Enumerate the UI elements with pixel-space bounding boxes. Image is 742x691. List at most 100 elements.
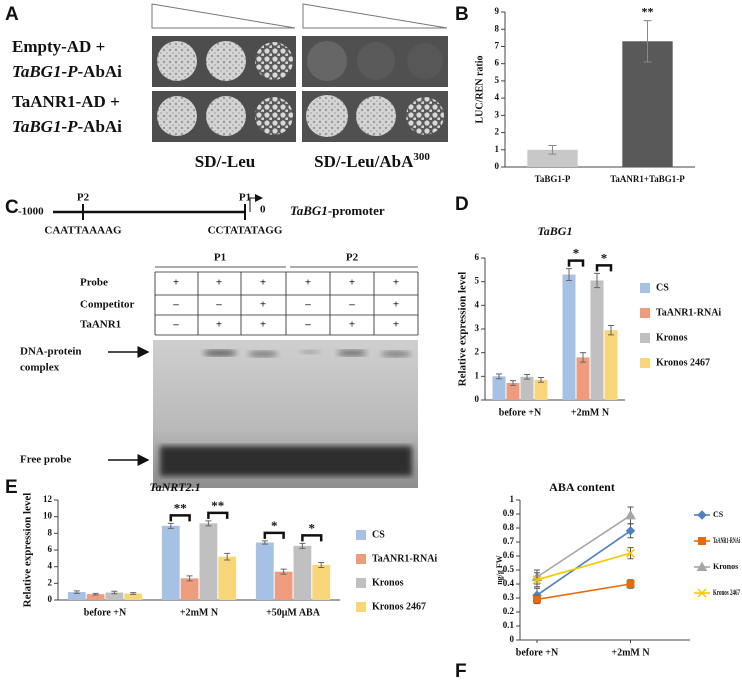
y-tick-label: 10 — [43, 511, 53, 521]
chart-title: TaNRT2.1 — [149, 480, 200, 494]
bar — [562, 274, 576, 400]
site-name: P2 — [77, 192, 90, 204]
tss-label: 0 — [260, 204, 266, 216]
row-label: Competitor — [80, 299, 134, 311]
row-label: TaANR1-AD + — [12, 92, 120, 111]
tss-arrow — [249, 194, 263, 212]
row-label-italic: TaBG1-P — [12, 117, 78, 136]
x-tick-label: +2mM N — [180, 607, 219, 618]
error-bar — [167, 522, 174, 529]
y-tick-label: 0.7 — [503, 536, 515, 546]
marker — [533, 595, 541, 604]
marker — [698, 537, 706, 545]
bar — [255, 542, 274, 600]
y-tick-label: 5 — [475, 276, 480, 286]
y-tick-label: 4 — [475, 299, 480, 309]
error-bar — [92, 592, 99, 596]
y-tick-label: 0 — [48, 594, 53, 604]
error-bar — [496, 373, 502, 380]
site-sequence: CCTATATAGG — [208, 225, 283, 237]
bar — [124, 593, 143, 600]
cell: + — [173, 277, 179, 289]
significance-bracket — [263, 531, 285, 539]
annotation: ** — [174, 500, 187, 515]
y-tick-label: 8 — [495, 23, 500, 33]
site-sequence: CAATTAAAAG — [44, 225, 122, 237]
band-label: Free probe — [20, 454, 71, 466]
bar — [506, 382, 520, 400]
legend-label: Kronos 2467 — [713, 588, 740, 597]
dilution-wedge — [302, 3, 448, 29]
y-tick-label: 4 — [495, 92, 500, 102]
marker — [532, 575, 542, 585]
y-tick-label: 1 — [495, 144, 500, 154]
legend-swatch — [356, 530, 366, 540]
bar — [199, 523, 218, 600]
bar — [161, 525, 180, 600]
y-tick-label: 3 — [495, 109, 500, 119]
cell: + — [393, 299, 399, 311]
error-bar — [299, 542, 306, 549]
cell: + — [393, 319, 399, 331]
y-tick-label: 5 — [495, 75, 500, 85]
x-tick-label: TaBG1-P — [535, 174, 571, 184]
y-tick-label: 0.1 — [503, 620, 515, 630]
y-tick-label: 0.6 — [503, 550, 515, 560]
marker — [697, 588, 707, 598]
legend-label: Kronos 2467 — [372, 601, 426, 612]
promoter-label-italic: TaBG1 — [290, 203, 328, 218]
row-label-italic: TaBG1-P — [12, 62, 78, 81]
row-label: TaBG1-P-AbAi — [12, 62, 122, 81]
error-bar — [224, 552, 231, 561]
y-tick-label: 0.4 — [503, 578, 515, 588]
error-bar — [580, 352, 586, 363]
marker — [626, 580, 635, 588]
x-tick-label: +2mM N — [611, 647, 650, 658]
annotation: ** — [211, 498, 224, 513]
y-tick-label: 2 — [475, 347, 480, 357]
annotation: * — [309, 520, 316, 535]
cell: + — [393, 277, 399, 289]
gel — [153, 340, 418, 488]
legend-swatch — [356, 578, 366, 588]
annotation: * — [601, 250, 608, 265]
y-tick-label: 4 — [48, 561, 53, 571]
legend-label: TaANR1-RNAi — [656, 307, 721, 318]
series-line — [536, 552, 631, 581]
site-name: P1 — [239, 192, 251, 204]
error-bar — [186, 575, 193, 582]
y-tick-label: 2 — [495, 127, 500, 137]
band-label: DNA-protein — [20, 346, 82, 358]
y-tick-label: 0.2 — [503, 606, 515, 616]
panel-label: E — [5, 477, 18, 498]
legend-label: CS — [372, 529, 385, 540]
legend-swatch — [640, 358, 650, 368]
column-label: SD/-Leu/AbA300 — [314, 151, 430, 171]
bar — [492, 376, 506, 400]
dilution-wedge — [151, 3, 296, 29]
error-bar — [538, 377, 544, 383]
y-tick-label: 1 — [475, 370, 480, 380]
promoter-start: -1000 — [18, 206, 44, 218]
column-label-sup: 300 — [413, 151, 430, 163]
y-tick-label: 9 — [495, 6, 500, 16]
annotation: * — [271, 518, 278, 533]
band-label: complex — [20, 362, 60, 374]
series-line — [536, 530, 631, 596]
yeast-plates — [152, 36, 448, 142]
bar — [274, 571, 293, 600]
significance-bracket — [169, 514, 191, 522]
bar — [590, 280, 604, 400]
bar — [534, 379, 548, 400]
cell: + — [260, 299, 266, 311]
y-tick-label: 2 — [48, 577, 53, 587]
column-label-text: SD/-Leu/AbA — [314, 152, 414, 171]
bar — [218, 556, 237, 600]
bar — [527, 149, 578, 167]
error-bar — [111, 590, 118, 595]
panel-label: D — [455, 194, 469, 215]
bar — [576, 357, 590, 400]
error-bar — [524, 373, 530, 380]
cell: – — [304, 319, 311, 331]
probe-group: P1 — [214, 252, 226, 264]
